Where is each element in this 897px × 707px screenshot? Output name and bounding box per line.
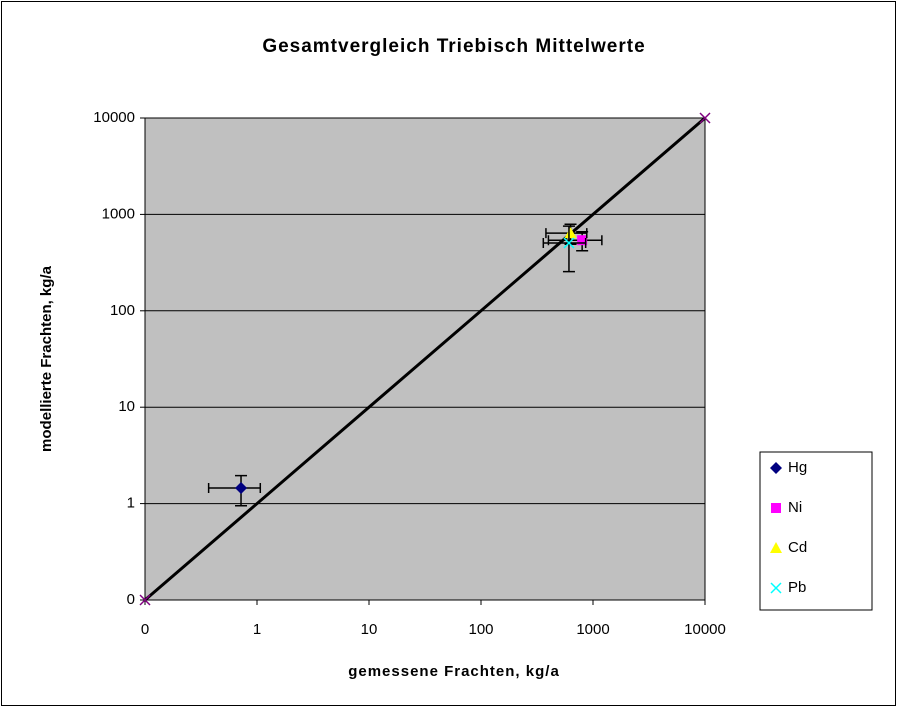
chart-title: Gesamtvergleich Triebisch Mittelwerte <box>262 36 645 57</box>
legend-label: Cd <box>788 539 807 556</box>
x-tick-label: 100 <box>468 621 493 638</box>
x-tick-label: 1000 <box>576 621 609 638</box>
legend-label: Ni <box>788 499 802 516</box>
reference-marker <box>139 594 151 606</box>
x-error-bar <box>542 238 587 249</box>
legend-marker <box>770 582 782 594</box>
y-axis-label: modellierte Frachten, kg/a <box>38 265 55 452</box>
y-error-bar <box>562 225 575 273</box>
point <box>564 227 577 239</box>
y-tick-label: 1000 <box>102 205 135 222</box>
y-tick-label: 1 <box>127 495 135 512</box>
legend-box <box>759 451 873 611</box>
legend-marker <box>770 542 782 553</box>
y-tick-label: 10 <box>118 398 135 415</box>
reference-marker <box>699 112 711 124</box>
point <box>577 235 588 246</box>
x-axis-label: gemessene Frachten, kg/a <box>348 663 560 680</box>
y-tick-label: 100 <box>110 302 135 319</box>
x-tick-label: 10000 <box>684 621 726 638</box>
reference-line <box>144 116 706 602</box>
x-error-bar <box>207 483 262 494</box>
legend-label: Hg <box>788 459 807 476</box>
point <box>235 482 248 495</box>
legend-marker <box>770 462 782 474</box>
y-tick-label: 0 <box>127 591 135 608</box>
x-tick-label: 10 <box>361 621 378 638</box>
legend-marker <box>771 503 781 513</box>
x-error-bar <box>545 228 588 239</box>
y-tick-label: 10000 <box>93 109 135 126</box>
point <box>563 237 575 249</box>
plot-border <box>144 117 706 601</box>
legend-label: Pb <box>788 579 806 596</box>
x-tick-label: 0 <box>141 621 149 638</box>
x-tick-label: 1 <box>253 621 261 638</box>
